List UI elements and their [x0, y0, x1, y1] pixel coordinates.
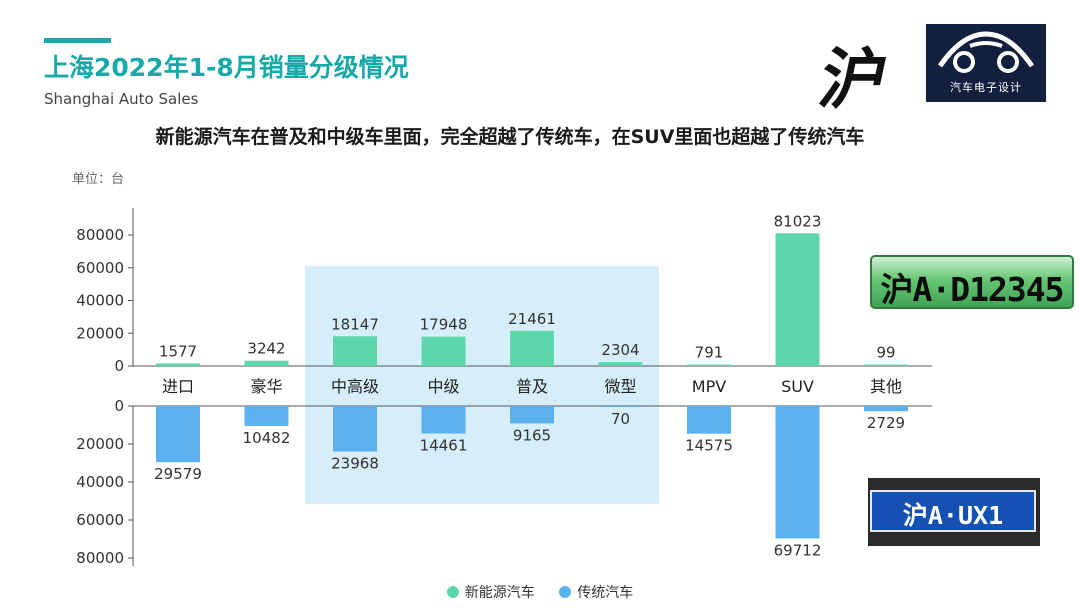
legend-item-nev: 新能源汽车: [446, 582, 535, 602]
traditional-data-label: 2729: [867, 414, 905, 432]
nev-bar: [156, 363, 200, 366]
traditional-data-label: 10482: [243, 429, 291, 447]
legend-dot-traditional: [559, 586, 572, 598]
nev-bar: [421, 336, 466, 366]
bottom-y-tick-label: 60000: [76, 511, 124, 529]
category-label: 中高级: [331, 377, 379, 396]
nev-bar: [687, 364, 731, 366]
traditional-data-label: 9165: [513, 426, 551, 444]
nev-data-label: 17948: [420, 316, 468, 334]
category-label: 进口: [162, 377, 194, 396]
category-label: 普及: [516, 377, 548, 396]
bottom-y-tick-label: 20000: [76, 435, 124, 453]
traditional-bar: [244, 406, 289, 426]
category-label: 豪华: [250, 377, 282, 396]
nev-bar: [333, 336, 377, 366]
chart-legend: 新能源汽车 传统汽车: [0, 582, 1080, 602]
nev-bar: [510, 330, 554, 366]
title-accent-bar: [44, 38, 111, 43]
traditional-bar: [687, 406, 731, 434]
traditional-bar: [864, 406, 908, 412]
plate-blue-image: 沪A·UX1: [868, 478, 1040, 546]
traditional-data-label: 14575: [685, 437, 733, 455]
legend-label-traditional: 传统汽车: [577, 585, 634, 601]
brand-logo: 汽车电子设计: [926, 24, 1046, 102]
traditional-data-label: 69712: [774, 541, 822, 559]
legend-item-traditional: 传统汽车: [559, 582, 633, 602]
brand-logo-text: 汽车电子设计: [950, 81, 1022, 94]
nev-bar: [244, 360, 289, 366]
nev-data-label: 99: [876, 344, 895, 362]
category-label: MPV: [692, 377, 726, 396]
traditional-bar: [775, 406, 820, 539]
chart-headline: 新能源汽车在普及和中级车里面，完全超越了传统车，在SUV里面也超越了传统汽车: [155, 126, 865, 148]
nev-data-label: 3242: [247, 340, 285, 358]
traditional-bar: [421, 406, 466, 434]
plate-blue-plate: 沪A·UX1: [870, 490, 1036, 532]
category-label: 微型: [604, 377, 636, 396]
top-y-tick-label: 40000: [76, 292, 124, 310]
nev-bar: [775, 233, 820, 366]
nev-data-label: 81023: [774, 212, 822, 230]
nev-data-label: 21461: [508, 310, 556, 328]
highlight-region: [305, 266, 659, 504]
top-y-tick-label: 60000: [76, 259, 124, 277]
nev-bar: [864, 364, 908, 366]
bottom-y-tick-label: 0: [114, 397, 124, 415]
nev-data-label: 18147: [331, 315, 379, 333]
top-y-tick-label: 20000: [76, 324, 124, 342]
unit-label: 单位：台: [72, 172, 125, 187]
legend-label-nev: 新能源汽车: [464, 585, 535, 601]
plate-green-image: 沪A·D12345: [870, 255, 1074, 309]
traditional-bar: [510, 406, 554, 424]
traditional-data-label: 29579: [154, 465, 202, 483]
traditional-bar: [333, 406, 377, 452]
plate-green-text: 沪A·D12345: [880, 270, 1065, 309]
category-label: 中级: [427, 377, 459, 396]
nev-bar: [598, 362, 643, 366]
page-subtitle: Shanghai Auto Sales: [44, 90, 199, 108]
traditional-data-label: 70: [611, 410, 630, 428]
traditional-bar: [156, 406, 200, 463]
nev-data-label: 791: [695, 344, 724, 362]
category-label: 其他: [870, 377, 902, 396]
bottom-y-tick-label: 40000: [76, 473, 124, 491]
plate-blue-text: 沪A·UX1: [902, 501, 1004, 530]
nev-data-label: 1577: [159, 342, 197, 360]
top-y-tick-label: 80000: [76, 226, 124, 244]
page-title: 上海2022年1-8月销量分级情况: [44, 53, 409, 82]
category-label: SUV: [781, 377, 814, 396]
car-outline-icon: [937, 31, 1035, 73]
traditional-bar: [598, 406, 643, 407]
bottom-y-tick-label: 80000: [76, 549, 124, 567]
legend-dot-nev: [446, 586, 459, 598]
traditional-data-label: 14461: [420, 436, 468, 454]
top-y-tick-label: 0: [114, 357, 124, 375]
nev-data-label: 2304: [601, 341, 639, 359]
traditional-data-label: 23968: [331, 455, 379, 473]
